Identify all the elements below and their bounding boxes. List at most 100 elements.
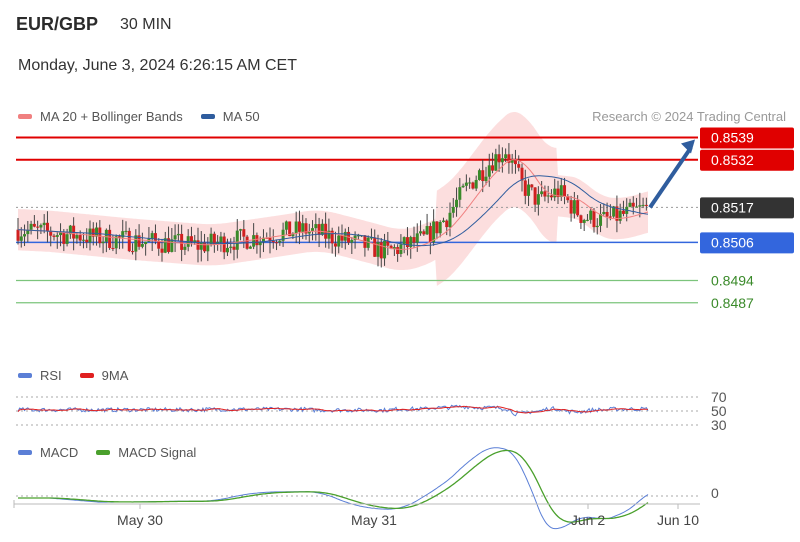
candle-down <box>108 229 112 248</box>
legend-item-ma50: MA 50 <box>200 109 260 124</box>
candle-up <box>441 220 445 223</box>
candle-up <box>504 154 508 159</box>
candle-up <box>75 235 79 239</box>
candle-down <box>167 238 171 252</box>
candle-up <box>219 236 223 243</box>
candle-up <box>150 233 154 239</box>
candle-up <box>104 229 108 242</box>
candle-down <box>576 200 580 216</box>
candle-up <box>29 223 33 230</box>
legend-item-ma20: MA 20 + Bollinger Bands <box>18 109 183 124</box>
candle-down <box>507 154 511 163</box>
candle-down <box>275 242 279 244</box>
candle-up <box>170 239 174 252</box>
rsi-legend: RSI 9MA <box>18 368 146 383</box>
candle-down <box>533 187 537 205</box>
candle-up <box>369 237 373 239</box>
candle-up <box>432 221 436 243</box>
level-label-resistance: 0.8539 <box>711 130 754 146</box>
legend-swatch-rsi-ma <box>79 373 94 378</box>
candle-down <box>324 223 328 239</box>
legend-label-ma20: MA 20 + Bollinger Bands <box>40 109 183 124</box>
candle-down <box>304 223 308 234</box>
main-legend: MA 20 + Bollinger Bands MA 50 <box>18 109 278 124</box>
candle-up <box>193 240 197 243</box>
candle-up <box>26 229 30 235</box>
x-axis-tick-label: May 31 <box>351 512 397 528</box>
rsi-tick-label: 30 <box>711 417 727 433</box>
candle-down <box>530 184 534 188</box>
candle-up <box>635 206 639 208</box>
datetime-label: Monday, June 3, 2024 6:26:15 AM CET <box>18 57 297 74</box>
candle-up <box>448 212 452 228</box>
candle-down <box>91 228 95 237</box>
candle-up <box>376 242 380 257</box>
candle-up <box>536 194 540 205</box>
candle-down <box>255 235 259 246</box>
candle-down <box>117 236 121 238</box>
candle-down <box>396 247 400 254</box>
legend-item-rsi-ma: 9MA <box>79 368 128 383</box>
candle-up <box>301 223 305 232</box>
x-axis-tick-label: Jun 10 <box>657 512 699 528</box>
candle-up <box>628 202 632 207</box>
candle-up <box>206 244 210 252</box>
candle-down <box>16 229 20 241</box>
candle-up <box>291 233 295 237</box>
level-label-support: 0.8487 <box>711 295 754 311</box>
candle-down <box>428 226 432 243</box>
candle-down <box>157 240 161 249</box>
candle-down <box>379 242 383 259</box>
candle-down <box>608 216 612 218</box>
legend-item-rsi: RSI <box>18 368 62 383</box>
instrument-pair[interactable]: EUR/GBP <box>16 14 99 34</box>
candle-down <box>189 236 193 243</box>
candle-up <box>258 242 262 246</box>
candle-up <box>144 241 148 245</box>
candle-up <box>19 236 23 241</box>
candle-up <box>294 221 298 234</box>
candle-down <box>579 215 583 223</box>
candle-up <box>23 234 27 237</box>
candle-down <box>212 233 216 245</box>
candle-down <box>471 182 475 189</box>
candle-up <box>572 200 576 214</box>
candle-down <box>78 235 82 241</box>
candle-up <box>356 235 360 237</box>
timeframe-label[interactable]: 30 MIN <box>120 16 172 33</box>
candle-up <box>494 154 498 171</box>
candle-down <box>153 233 157 241</box>
candle-up <box>425 226 429 235</box>
candle-down <box>517 164 521 168</box>
candle-up <box>114 236 118 249</box>
legend-swatch-ma20 <box>18 114 32 119</box>
legend-label-macd-signal: MACD Signal <box>118 445 197 460</box>
candle-up <box>474 179 478 189</box>
candle-down <box>62 232 66 244</box>
candle-up <box>229 246 233 248</box>
candle-up <box>337 235 341 247</box>
candle-up <box>252 235 256 247</box>
candle-up <box>546 195 550 197</box>
legend-item-macd: MACD <box>18 445 78 460</box>
legend-swatch-macd-signal <box>96 450 111 455</box>
candle-up <box>612 206 616 217</box>
candle-up <box>39 225 43 228</box>
level-badge-resistance <box>700 127 794 149</box>
candle-up <box>553 188 557 198</box>
candle-down <box>98 227 102 244</box>
candle-down <box>513 160 517 165</box>
candle-up <box>42 222 46 226</box>
candle-down <box>523 180 527 196</box>
candle-down <box>340 235 344 241</box>
candle-up <box>101 241 105 244</box>
candle-up <box>121 231 125 238</box>
candle-down <box>491 165 495 171</box>
candle-down <box>621 210 625 214</box>
candle-up <box>500 158 504 163</box>
macd-legend: MACD MACD Signal <box>18 445 214 460</box>
candle-down <box>180 233 184 250</box>
macd-signal-line <box>18 449 649 523</box>
